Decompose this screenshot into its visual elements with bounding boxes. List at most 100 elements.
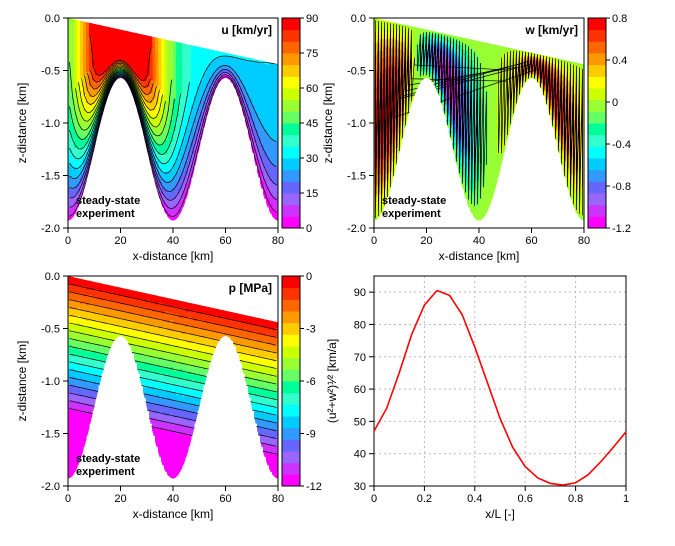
colorbar-seg [282,65,300,77]
colorbar-seg [282,439,300,451]
steady-label: steady-state [382,195,446,207]
xtick: 20 [114,235,126,247]
xtick: 0.4 [467,493,482,505]
colorbar-seg [282,451,300,463]
xlabel: x-distance [km] [133,249,214,263]
cb-tick: 45 [306,118,318,130]
colorbar-seg [282,41,300,53]
cb-tick: 60 [306,83,318,95]
w-plot [374,18,585,221]
u-plot [68,18,279,221]
colorbar-seg [282,158,300,170]
xlabel: x-distance [km] [133,507,214,521]
ytick: -2.0 [41,223,60,235]
colorbar-seg [282,276,300,288]
xtick: 40 [167,493,179,505]
cb-tick: -6 [306,376,316,388]
colorbar-seg [588,30,606,42]
cb-tick: -12 [306,481,322,493]
colorbar-seg [282,146,300,158]
ytick: -1.0 [347,118,366,130]
w-title: w [km/yr] [524,23,578,37]
ylabel: z-distance [km] [321,83,335,164]
ytick: 30 [354,481,366,493]
p-plot [68,276,279,479]
cb-tick: -1.2 [612,223,631,235]
cb-tick: -9 [306,429,316,441]
ytick: -0.5 [41,66,60,78]
xtick: 1 [623,493,629,505]
cb-tick: 90 [306,13,318,25]
colorbar-seg [282,393,300,405]
colorbar-seg [282,416,300,428]
colorbar-seg [282,205,300,217]
steady-label: experiment [76,466,135,478]
colorbar-seg [588,41,606,53]
colorbar-seg [282,334,300,346]
colorbar-seg [282,474,300,486]
xtick: 0 [371,235,377,247]
steady-label: experiment [382,208,441,220]
xlabel: x/L [-] [485,507,515,521]
colorbar-seg [588,216,606,228]
colorbar-seg [588,205,606,217]
xtick: 80 [578,235,590,247]
colorbar-seg [282,428,300,440]
xtick: 40 [167,235,179,247]
colorbar-seg [588,18,606,30]
steady-label: experiment [76,208,135,220]
xtick: 60 [219,493,231,505]
colorbar-seg [282,463,300,475]
cb-tick: -0.8 [612,181,631,193]
ytick: -1.5 [347,171,366,183]
speed-line [374,291,626,485]
cb-tick: 15 [306,188,318,200]
ytick: -1.5 [41,429,60,441]
ytick: -1.0 [41,118,60,130]
colorbar-seg [282,111,300,123]
colorbar-seg [282,369,300,381]
ytick: 60 [354,384,366,396]
colorbar-seg [282,216,300,228]
xtick: 0 [65,493,71,505]
colorbar-seg [588,53,606,65]
colorbar-seg [588,100,606,112]
xtick: 80 [272,493,284,505]
colorbar-seg [282,30,300,42]
ytick: -1.5 [41,171,60,183]
ytick: 0.0 [351,13,366,25]
steady-label: steady-state [76,453,140,465]
ytick: 50 [354,416,366,428]
ytick: -0.5 [347,66,366,78]
colorbar-seg [282,193,300,205]
colorbar-seg [282,123,300,135]
cb-tick: 0 [306,271,312,283]
colorbar-seg [282,404,300,416]
cb-tick: 30 [306,153,318,165]
xlabel: x-distance [km] [439,249,520,263]
xtick: 0.6 [518,493,533,505]
cb-tick: 75 [306,48,318,60]
colorbar-seg [588,170,606,182]
ytick: 40 [354,449,366,461]
colorbar-seg [282,170,300,182]
colorbar-seg [282,358,300,370]
colorbar-seg [282,100,300,112]
cb-tick: 0 [612,97,618,109]
ytick: -2.0 [41,481,60,493]
u-title: u [km/yr] [221,23,272,37]
cb-tick: 0.8 [612,13,627,25]
colorbar-seg [282,299,300,311]
ytick: -2.0 [347,223,366,235]
ytick: 0.0 [45,13,60,25]
colorbar-seg [282,88,300,100]
colorbar-seg [588,65,606,77]
p-title: p [MPa] [229,281,272,295]
colorbar-seg [282,323,300,335]
xtick: 40 [473,235,485,247]
steady-label: steady-state [76,195,140,207]
xtick: 0.8 [568,493,583,505]
xtick: 60 [525,235,537,247]
colorbar-seg [282,311,300,323]
ylabel: z-distance [km] [15,341,29,422]
